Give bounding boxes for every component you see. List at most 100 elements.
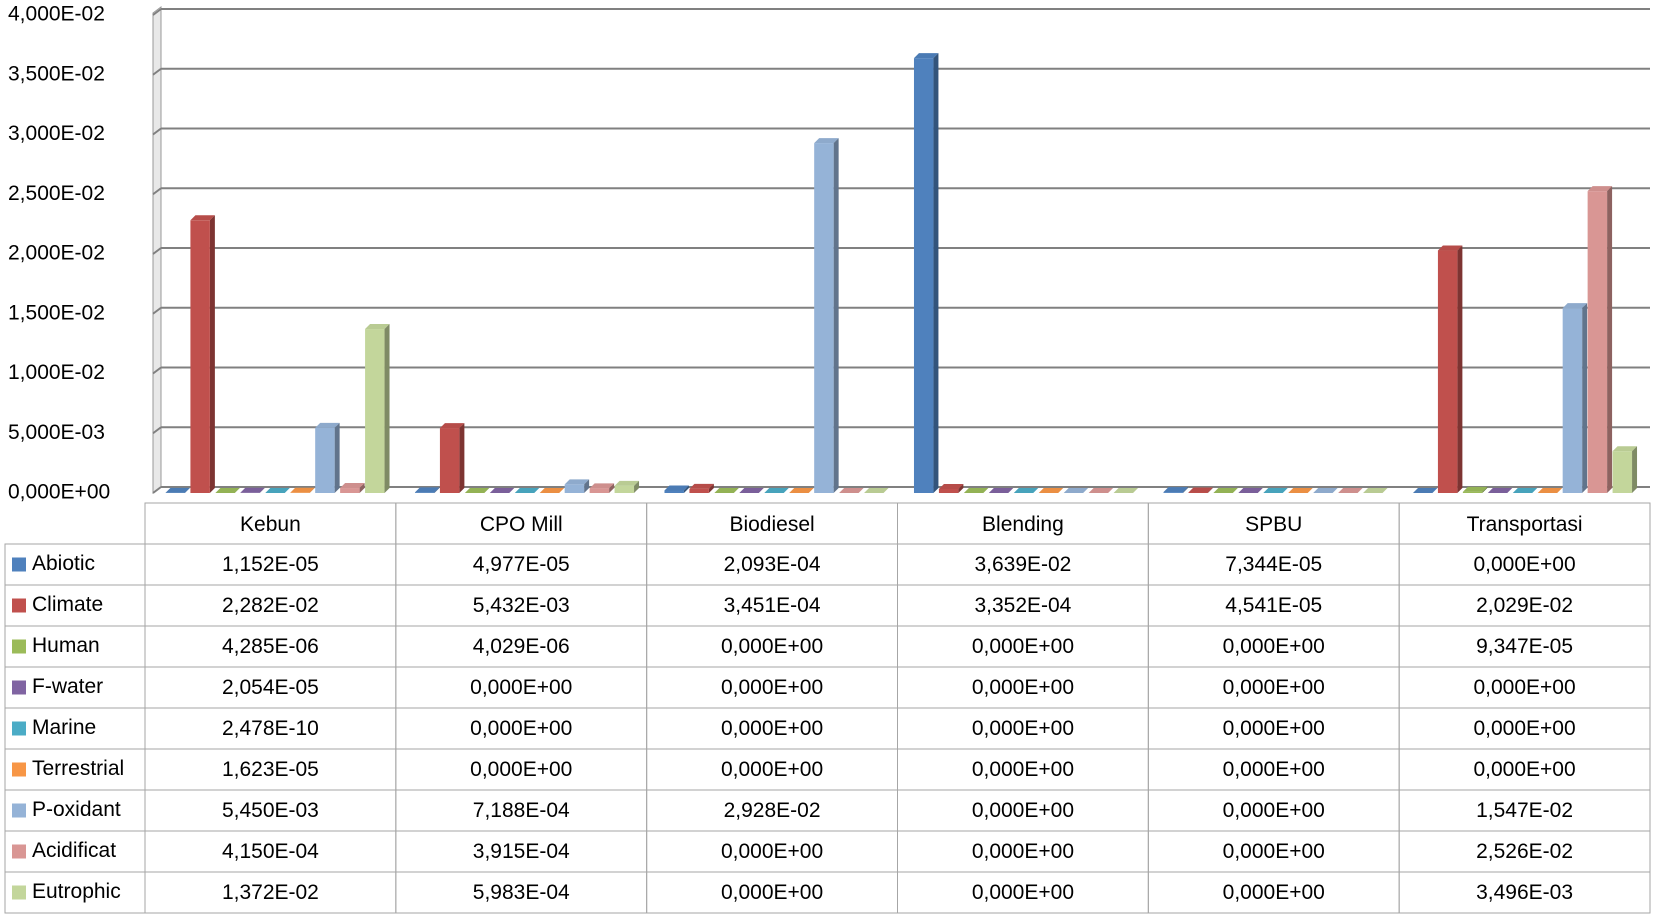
legend-swatch (12, 721, 26, 736)
bar-top (1338, 488, 1363, 493)
bar-side (384, 324, 390, 493)
bar-side (1207, 487, 1213, 493)
table-value: 0,000E+00 (972, 881, 1074, 904)
y-tick-label: 3,500E-02 (8, 62, 105, 85)
table-value: 2,928E-02 (724, 799, 821, 822)
bar-side (609, 483, 615, 493)
table-value: 0,000E+00 (1223, 881, 1325, 904)
bar (1437, 250, 1458, 493)
legend-label: P-oxidant (32, 798, 121, 821)
bar-side (1182, 487, 1188, 493)
legend-label: Marine (32, 716, 96, 739)
bar-top (539, 488, 565, 493)
table-value: 3,451E-04 (724, 594, 821, 617)
bar-top (1038, 488, 1064, 493)
bar (614, 485, 635, 493)
y-tick-label: 1,000E-02 (8, 361, 105, 384)
bar-top (714, 488, 739, 493)
bar (589, 488, 610, 493)
bar-side (259, 487, 265, 493)
table-value: 0,000E+00 (1223, 717, 1325, 740)
table-value: 5,432E-03 (473, 594, 570, 617)
table-value: 0,000E+00 (721, 840, 823, 863)
x-tick-label: Biodiesel (729, 513, 814, 536)
y-tick-label: 0,000E+00 (8, 481, 110, 504)
table-value: 0,000E+00 (721, 758, 823, 781)
bar-top (265, 488, 290, 493)
table-value: 4,285E-06 (222, 635, 319, 658)
bar-top (1562, 303, 1588, 309)
bar-top (1113, 488, 1139, 493)
table-value: 1,152E-05 (222, 553, 319, 576)
table-value: 2,054E-05 (222, 676, 319, 699)
table-value: 0,000E+00 (721, 881, 823, 904)
bar (938, 488, 959, 493)
table-value: 0,000E+00 (721, 717, 823, 740)
bar-top (664, 485, 689, 491)
bar-top (963, 488, 989, 493)
bar-top (988, 488, 1014, 493)
bar-top (1612, 446, 1638, 452)
bar (365, 329, 385, 493)
table-value: 0,000E+00 (1473, 553, 1575, 576)
legend-label: Abiotic (32, 552, 95, 575)
legend-label: Eutrophic (32, 880, 121, 903)
table-value: 0,000E+00 (972, 676, 1074, 699)
bar-top (215, 487, 240, 493)
bar (564, 484, 585, 493)
table-value: 3,352E-04 (974, 594, 1071, 617)
table-value: 2,029E-02 (1476, 594, 1573, 617)
table-value: 3,915E-04 (473, 840, 570, 863)
bar-top (589, 483, 615, 489)
bar-side (309, 487, 315, 493)
bar-top (489, 488, 515, 493)
bar-side (708, 483, 714, 493)
bar-side (1482, 486, 1488, 493)
bar-top (739, 488, 764, 493)
bar-top (689, 483, 714, 489)
bar-top (1587, 186, 1613, 192)
bar-side (1457, 245, 1463, 493)
bar-top (365, 324, 390, 330)
table-value: 0,000E+00 (972, 635, 1074, 658)
table-value: 2,282E-02 (222, 594, 319, 617)
bar-top (414, 487, 440, 493)
bar-side (584, 479, 590, 493)
bar-side (459, 423, 465, 493)
bar-top (764, 488, 789, 493)
legend-swatch (12, 598, 26, 613)
x-tick-label: SPBU (1245, 513, 1302, 536)
bar (1612, 451, 1633, 493)
bar-top (1363, 488, 1388, 493)
legend-swatch (12, 557, 26, 572)
bar-side (434, 487, 440, 493)
table-value: 0,000E+00 (1223, 676, 1325, 699)
grid-line (152, 486, 162, 494)
x-tick-label: Transportasi (1467, 513, 1583, 536)
bar (1163, 492, 1183, 493)
bar-side (1582, 303, 1588, 493)
table-value: 0,000E+00 (470, 676, 572, 699)
table-value: 3,496E-03 (1476, 881, 1573, 904)
bar-side (184, 487, 190, 493)
table-value: 1,372E-02 (222, 881, 319, 904)
bar-side (484, 487, 490, 493)
bar-top (1163, 487, 1188, 493)
bar (689, 488, 709, 493)
table-value: 0,000E+00 (972, 758, 1074, 781)
bar-side (958, 483, 964, 493)
grid-line (152, 127, 162, 136)
grid-line (152, 67, 162, 76)
legend-swatch (12, 680, 26, 695)
bar-side (209, 215, 215, 493)
x-tick-label: Blending (982, 513, 1064, 536)
legend-swatch (12, 762, 26, 777)
legend-swatch (12, 639, 26, 654)
bar (439, 428, 460, 493)
bar-top (1462, 486, 1488, 492)
table-value: 3,639E-02 (974, 553, 1071, 576)
legend-label: F-water (32, 675, 103, 698)
bar-top (1537, 488, 1563, 493)
table-value: 5,450E-03 (222, 799, 319, 822)
